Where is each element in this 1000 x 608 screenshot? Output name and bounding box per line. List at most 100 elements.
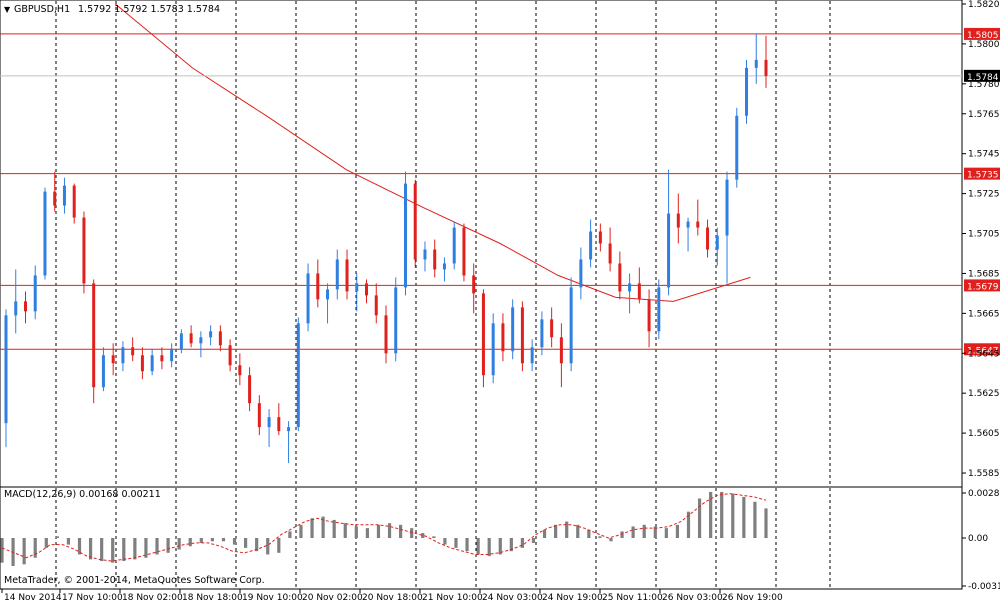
macd-title: MACD(12,26,9) 0.00168 0.00211 bbox=[4, 489, 161, 500]
bear-candle bbox=[462, 227, 466, 276]
time-tick-label: 20 Nov 02:00 bbox=[302, 593, 363, 603]
macd-histogram-bar bbox=[432, 536, 436, 538]
macd-histogram-bar bbox=[697, 498, 702, 538]
horizontal-price-levels[interactable]: 1.5805 1.5784 1.5735 1.5679 1.5647 bbox=[0, 27, 1000, 356]
bull-candle bbox=[209, 331, 213, 338]
price-level-tag bbox=[964, 167, 1000, 180]
bull-candle bbox=[4, 315, 8, 424]
bear-candle bbox=[472, 275, 476, 294]
price-tick-label: 1.5800 bbox=[968, 40, 1000, 50]
bear-candle bbox=[413, 183, 417, 260]
main-price-pane[interactable] bbox=[0, 0, 963, 488]
bull-candle bbox=[62, 185, 66, 206]
macd-histogram-bar bbox=[321, 516, 325, 538]
macd-histogram-bar bbox=[243, 538, 248, 548]
bear-candle bbox=[111, 355, 115, 364]
macd-histogram-bar bbox=[565, 521, 569, 538]
macd-histogram-bar bbox=[542, 529, 547, 538]
moving-average-line bbox=[115, 3, 751, 302]
bull-candle bbox=[335, 259, 339, 290]
price-tick-label: 1.5585 bbox=[968, 469, 1000, 479]
bear-candle bbox=[228, 345, 232, 366]
macd-histogram bbox=[0, 491, 768, 566]
macd-histogram-bar bbox=[753, 501, 757, 538]
macd-histogram-bar bbox=[598, 536, 602, 538]
macd-histogram-bar bbox=[288, 531, 292, 538]
macd-histogram-bar bbox=[277, 538, 281, 553]
price-tick-label: 1.5605 bbox=[968, 429, 1000, 439]
bear-candle bbox=[501, 323, 505, 352]
price-tick-label: 1.5765 bbox=[968, 110, 1000, 120]
bear-candle bbox=[140, 355, 144, 372]
bull-candle bbox=[423, 249, 427, 260]
macd-histogram-bar bbox=[631, 526, 635, 538]
bear-candle bbox=[218, 331, 222, 346]
bear-candle bbox=[248, 375, 252, 404]
bear-candle bbox=[23, 301, 27, 312]
price-axis: 1.5820 1.5800 1.5780 1.5765 1.5745 1.5725 1.57… bbox=[962, 0, 1000, 592]
bear-candle bbox=[481, 293, 485, 376]
bear-candle bbox=[637, 283, 641, 300]
macd-histogram-bar bbox=[653, 526, 657, 538]
time-tick-label: 24 Nov 19:00 bbox=[542, 593, 603, 603]
macd-histogram-bar bbox=[576, 524, 580, 538]
bull-candle bbox=[579, 259, 583, 288]
macd-histogram-bar bbox=[686, 511, 691, 538]
macd-histogram-bar bbox=[709, 491, 713, 538]
bear-candle bbox=[559, 337, 563, 364]
bull-candle bbox=[667, 213, 671, 288]
bear-candle bbox=[238, 365, 242, 376]
bear-candle bbox=[160, 355, 164, 362]
macd-histogram-bar bbox=[509, 538, 513, 552]
bull-candle bbox=[540, 319, 544, 348]
macd-histogram-bar bbox=[255, 538, 259, 552]
bear-candle bbox=[696, 221, 700, 228]
macd-histogram-bar bbox=[88, 538, 93, 560]
symbol-title: GBPUSD,H1 bbox=[14, 4, 70, 15]
macd-histogram-bar bbox=[155, 538, 159, 555]
bear-candle bbox=[189, 333, 193, 344]
bull-candle bbox=[43, 191, 47, 276]
price-level-label: 1.5647 bbox=[967, 346, 999, 356]
bull-candle bbox=[745, 67, 749, 116]
moving-average bbox=[115, 3, 751, 302]
bear-candle bbox=[53, 191, 57, 206]
macd-histogram-bar bbox=[764, 508, 768, 538]
macd-histogram-bar bbox=[310, 518, 314, 538]
macd-histogram-bar bbox=[609, 538, 613, 542]
macd-histogram-bar bbox=[465, 538, 469, 552]
macd-histogram-bar bbox=[354, 526, 358, 538]
collapse-arrow-icon[interactable]: ▼ bbox=[4, 5, 11, 14]
time-tick-label: 19 Nov 10:00 bbox=[242, 593, 303, 603]
macd-tick-label: -0.0031 bbox=[968, 582, 1000, 592]
bull-candle bbox=[657, 287, 661, 332]
bear-candle bbox=[676, 213, 680, 228]
bull-candle bbox=[179, 333, 183, 350]
macd-tick-label: 0.00 bbox=[968, 534, 988, 544]
macd-histogram-bar bbox=[421, 533, 425, 538]
macd-pane[interactable] bbox=[0, 486, 963, 590]
macd-histogram-bar bbox=[675, 524, 680, 538]
macd-histogram-bar bbox=[642, 524, 646, 538]
time-tick-label: 21 Nov 10:00 bbox=[422, 593, 483, 603]
macd-histogram-bar bbox=[343, 523, 347, 538]
bid-price-tag bbox=[964, 69, 1000, 82]
bear-candle bbox=[131, 347, 135, 356]
macd-histogram-bar bbox=[66, 538, 71, 545]
bear-candle bbox=[72, 185, 76, 218]
bull-candle bbox=[306, 273, 310, 324]
bear-candle bbox=[374, 295, 378, 316]
macd-histogram-bar bbox=[100, 538, 104, 562]
macd-histogram-bar bbox=[55, 536, 59, 538]
macd-histogram-bar bbox=[232, 538, 237, 545]
bear-candle bbox=[618, 263, 622, 292]
macd-histogram-bar bbox=[221, 538, 226, 542]
bull-candle bbox=[101, 355, 105, 388]
time-tick-label: 17 Nov 10:00 bbox=[62, 593, 123, 603]
macd-histogram-bar bbox=[720, 491, 724, 538]
copyright-text: MetaTrader, © 2001-2014, MetaQuotes Soft… bbox=[4, 575, 265, 586]
bear-candle bbox=[92, 283, 96, 388]
bull-candle bbox=[296, 323, 300, 428]
time-tick-label: 25 Nov 11:00 bbox=[602, 593, 663, 603]
macd-histogram-bar bbox=[122, 538, 126, 562]
